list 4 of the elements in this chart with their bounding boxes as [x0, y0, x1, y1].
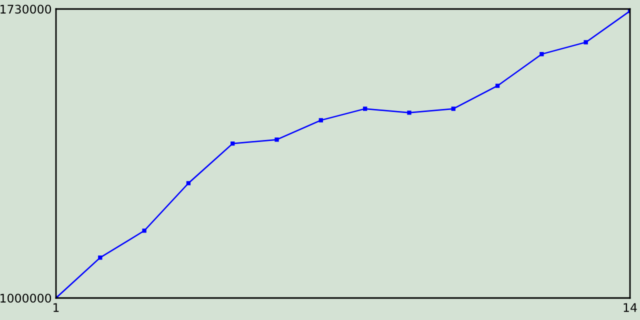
x-tick-label: 14: [624, 303, 637, 312]
x-tick-label: 1: [54, 303, 59, 312]
y-tick-label: 1000000: [0, 294, 52, 303]
y-tick-label: 1730000: [0, 4, 52, 14]
